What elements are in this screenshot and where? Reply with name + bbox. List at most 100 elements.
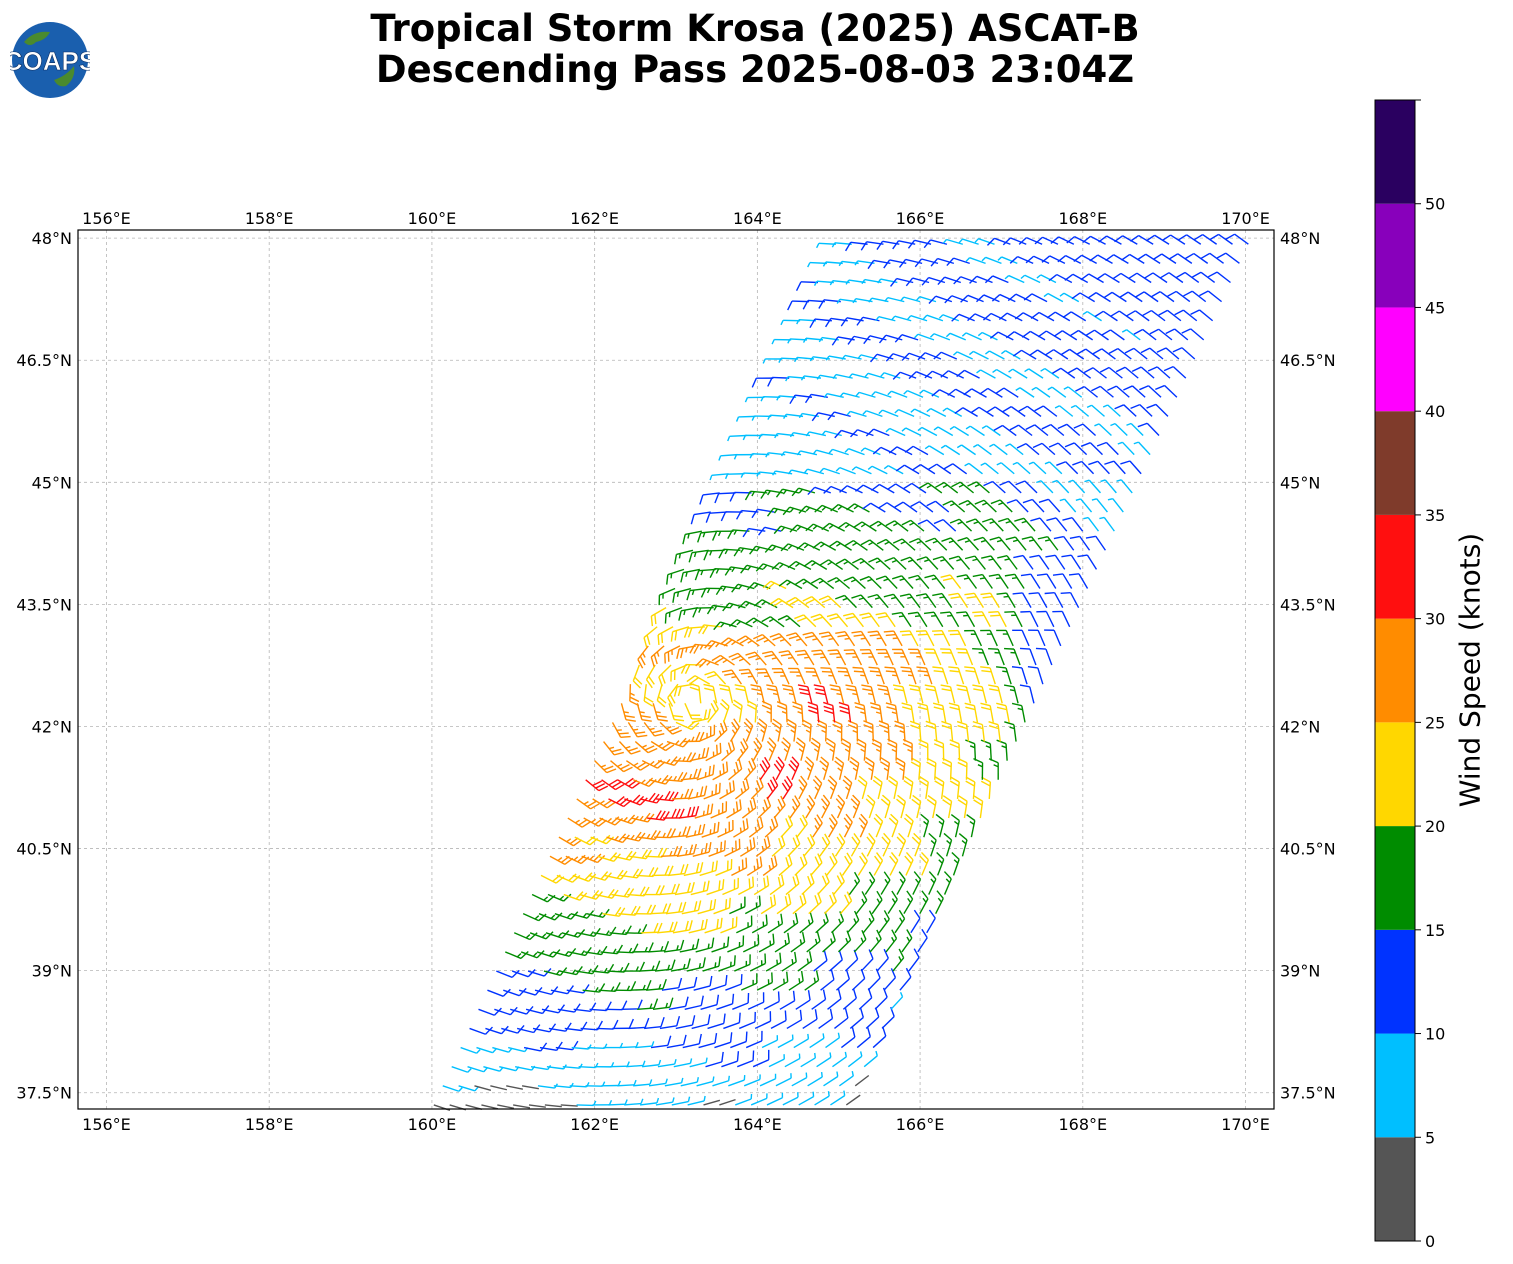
wind-barb-99 [745, 1030, 763, 1049]
wind-barb-392 [780, 815, 794, 838]
wind-barb-266 [878, 910, 890, 934]
wind-barb-202 [702, 956, 721, 972]
wind-barb-369 [834, 833, 846, 857]
wind-barb-225 [648, 941, 670, 953]
wind-barb-50 [807, 1071, 823, 1087]
wind-barb-464 [664, 771, 688, 782]
wind-barb-271 [538, 912, 563, 921]
wind-barb-412 [678, 805, 700, 819]
wind-barb-284 [744, 895, 761, 915]
wind-barb-135 [478, 1007, 502, 1016]
wind-barb-95 [682, 1033, 702, 1049]
wind-barb-241 [901, 929, 913, 953]
wind-barb-216 [505, 951, 529, 960]
wind-barb-264 [846, 910, 860, 934]
wind-barb-76 [800, 1052, 817, 1068]
gridlines [78, 230, 1274, 1109]
wind-barb-442 [734, 778, 750, 800]
wind-barb-120 [659, 1016, 681, 1030]
wind-barb-248 [593, 926, 617, 937]
wind-barb-128 [786, 1009, 803, 1030]
wind-barb-67 [657, 1059, 677, 1068]
wind-barb-312 [769, 874, 785, 896]
wind-barb-184 [836, 969, 850, 991]
wind-barb-364 [755, 836, 771, 857]
wind-barb-373 [896, 832, 907, 857]
wind-barb-234 [790, 932, 806, 953]
wind-barb-235 [806, 931, 821, 953]
wind-barb-468 [728, 759, 743, 781]
wind-barb-103 [809, 1033, 825, 1049]
wind-barb-331 [652, 865, 674, 877]
wind-barb-323 [943, 871, 952, 895]
wind-barb-285 [760, 894, 777, 915]
wind-barb-170 [614, 981, 637, 992]
wind-barb-309 [722, 877, 739, 896]
wind-barb-346 [889, 852, 899, 876]
wind-barb-242 [917, 928, 928, 953]
wind-barb-207 [781, 951, 797, 972]
wind-barb-306 [674, 881, 695, 896]
wind-barb-388 [717, 819, 734, 838]
colorbar-tick-5: 5 [1425, 1128, 1435, 1147]
wind-barb-123 [707, 1013, 726, 1030]
wind-barb-204 [734, 954, 751, 972]
wind-barb-41 [664, 1077, 684, 1087]
wind-barb-81 [460, 1046, 481, 1054]
wind-barb-10 [592, 1099, 613, 1106]
wind-barb-29 [474, 1085, 492, 1091]
wind-barb-289 [824, 891, 837, 915]
colorbar-bin-35-40 [1375, 411, 1415, 515]
wind-barb-402 [935, 813, 945, 838]
wind-barb-282 [713, 897, 731, 915]
wind-barb-24 [814, 1091, 830, 1106]
wind-barb-453 [903, 776, 914, 800]
wind-barb-48 [775, 1073, 792, 1087]
wind-barb-105 [840, 1027, 856, 1049]
wind-barb-400 [903, 813, 914, 838]
wind-barb-365 [771, 835, 786, 857]
wind-barb-205 [749, 953, 767, 972]
wind-barb-3 [481, 1104, 499, 1110]
wind-barb-79 [847, 1051, 863, 1068]
wind-barb-398 [873, 813, 884, 838]
wind-barb-411 [663, 808, 685, 819]
wind-barb-448 [827, 775, 838, 800]
wind-barb-126 [754, 1011, 772, 1030]
wind-barb-146 [652, 997, 674, 1010]
colorbar-tick-35: 35 [1425, 506, 1445, 525]
wind-barb-151 [732, 992, 750, 1010]
wind-barb-256 [720, 916, 738, 934]
wind-barb-129 [802, 1009, 818, 1030]
wind-barb-117 [612, 1018, 634, 1030]
wind-barb-80 [863, 1050, 878, 1068]
wind-barb-240 [885, 929, 898, 953]
wind-barb-251 [641, 922, 663, 934]
wind-barb-163 [503, 987, 527, 997]
wind-barb-54 [451, 1066, 472, 1073]
colorbar-bin-50-55 [1375, 100, 1415, 204]
wind-barb-74 [768, 1054, 785, 1068]
wind-barb-92 [635, 1041, 655, 1049]
wind-barb-46 [743, 1074, 761, 1087]
wind-barb-82 [476, 1046, 497, 1054]
wind-barb-287 [792, 892, 807, 915]
wind-barb-158 [842, 988, 857, 1010]
colorbar-tick-10: 10 [1425, 1025, 1445, 1044]
wind-barb-356 [629, 849, 653, 860]
wind-barb-177 [725, 974, 743, 991]
colorbar-tick-0: 0 [1425, 1232, 1435, 1251]
wind-barb-32 [521, 1085, 539, 1090]
wind-barb-228 [695, 937, 715, 953]
wind-barb-326 [572, 872, 597, 882]
wind-barb-292 [871, 890, 883, 915]
wind-barb-377 [958, 832, 968, 857]
wind-barb-106 [856, 1026, 871, 1049]
wind-barb-315 [817, 872, 830, 896]
wind-barb-344 [857, 852, 868, 876]
wind-barb-403 [950, 814, 960, 838]
wind-barb-127 [770, 1010, 787, 1030]
wind-barb-421 [820, 794, 831, 819]
colorbar-bin-0-5 [1375, 1137, 1415, 1241]
